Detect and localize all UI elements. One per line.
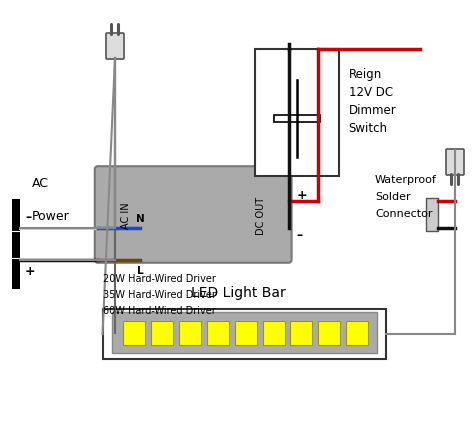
Text: LED Light Bar: LED Light Bar — [191, 286, 285, 299]
Text: Reign: Reign — [348, 68, 381, 81]
Bar — [262, 321, 284, 345]
Text: N: N — [135, 213, 144, 223]
Bar — [102, 310, 386, 359]
Text: +: + — [296, 189, 307, 202]
Bar — [207, 321, 228, 345]
Text: AC IN: AC IN — [120, 202, 130, 228]
Text: Switch: Switch — [348, 122, 387, 135]
Bar — [123, 321, 145, 345]
Bar — [255, 49, 338, 176]
Bar — [12, 200, 20, 289]
Text: DC OUT: DC OUT — [255, 196, 265, 234]
Text: 20W Hard-Wired Driver: 20W Hard-Wired Driver — [102, 273, 215, 283]
Text: +: + — [25, 265, 36, 278]
FancyBboxPatch shape — [106, 34, 124, 60]
Text: –: – — [25, 211, 31, 224]
Bar — [317, 321, 339, 345]
Text: Solder: Solder — [374, 191, 410, 202]
Text: Dimmer: Dimmer — [348, 104, 396, 117]
Bar — [151, 321, 173, 345]
Bar — [346, 321, 367, 345]
Text: 35W Hard-Wired Driver: 35W Hard-Wired Driver — [102, 289, 215, 299]
Bar — [290, 321, 312, 345]
Text: –: – — [296, 228, 302, 241]
Text: L: L — [137, 266, 143, 276]
Text: Power: Power — [32, 209, 69, 222]
Text: 12V DC: 12V DC — [348, 86, 392, 99]
Bar — [178, 321, 200, 345]
Text: 60W Hard-Wired Driver: 60W Hard-Wired Driver — [102, 305, 215, 315]
Bar — [273, 116, 319, 123]
Bar — [425, 199, 437, 231]
Bar — [234, 321, 256, 345]
Text: AC: AC — [32, 177, 49, 190]
Text: Connector: Connector — [374, 209, 432, 218]
FancyBboxPatch shape — [445, 150, 463, 175]
FancyBboxPatch shape — [95, 167, 291, 263]
Bar — [112, 313, 376, 353]
Text: Waterproof: Waterproof — [374, 175, 436, 184]
